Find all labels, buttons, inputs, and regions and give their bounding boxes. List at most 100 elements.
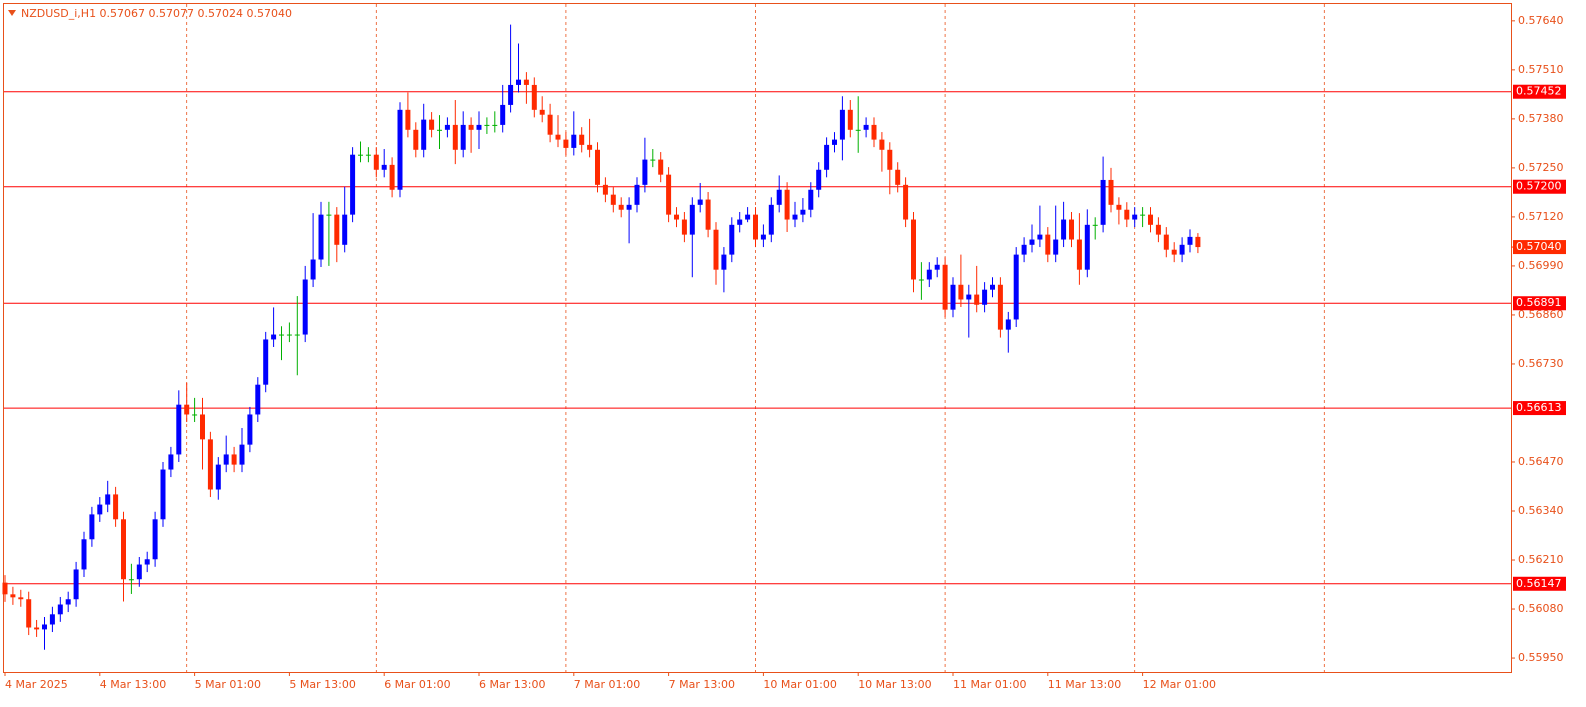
candle-body: [626, 204, 632, 210]
candle-body: [887, 149, 893, 170]
candle-body: [618, 204, 624, 210]
candle-body: [342, 214, 348, 245]
candle-body: [10, 594, 16, 598]
candle-body: [500, 104, 506, 125]
candle-body: [223, 454, 229, 465]
x-tick-label: 11 Mar 13:00: [1048, 678, 1121, 691]
candle-body: [705, 199, 711, 230]
candle-body: [713, 229, 719, 270]
candle-body: [871, 124, 877, 140]
candle-body: [816, 169, 822, 190]
candle-body: [737, 219, 743, 225]
x-tick-label: 7 Mar 13:00: [669, 678, 735, 691]
candle-body: [294, 334, 300, 336]
candle-body: [721, 254, 727, 270]
candle-body: [895, 169, 901, 185]
candle-body: [1155, 224, 1161, 235]
candle-body: [760, 234, 766, 240]
y-tick-label: 0.57120: [1518, 210, 1564, 223]
candle-body: [689, 204, 695, 235]
candle-body: [184, 404, 190, 415]
candle-body: [610, 194, 616, 205]
candle-body: [824, 144, 830, 170]
candle-body: [413, 129, 419, 150]
candle-body: [192, 414, 198, 416]
level-label: 0.57452: [1516, 85, 1562, 98]
candle-body: [800, 209, 806, 215]
candle-body: [516, 79, 521, 85]
candle-body: [89, 514, 95, 540]
candle-body: [587, 144, 593, 150]
candle-body: [1076, 239, 1082, 270]
level-label-box: [1513, 84, 1566, 99]
candle-body: [200, 414, 205, 440]
y-tick-label: 0.56990: [1518, 259, 1564, 272]
plot-frame: [3, 3, 1512, 673]
candle-body: [57, 604, 63, 615]
y-tick-label: 0.55950: [1518, 651, 1564, 664]
candle-body: [18, 597, 24, 600]
candle-body: [326, 214, 332, 216]
candle-body: [839, 109, 845, 140]
candle-body: [373, 154, 379, 170]
y-tick-label: 0.57510: [1518, 63, 1564, 76]
candle-body: [1100, 179, 1106, 225]
candle-body: [444, 124, 450, 130]
candle-body: [508, 84, 514, 105]
x-tick-label: 5 Mar 01:00: [195, 678, 261, 691]
candle-body: [729, 224, 735, 255]
candle-body: [334, 214, 340, 245]
candle-body: [113, 494, 119, 520]
candle-body: [160, 469, 166, 520]
candle-body: [571, 134, 577, 148]
candle-body: [1179, 244, 1185, 255]
x-tick-label: 5 Mar 13:00: [289, 678, 355, 691]
x-tick-label: 11 Mar 01:00: [953, 678, 1026, 691]
candle-body: [602, 184, 608, 195]
candle-body: [563, 139, 569, 148]
candle-body: [974, 294, 980, 305]
candle-body: [128, 579, 134, 581]
candle-body: [231, 454, 237, 465]
candle-body: [911, 219, 916, 280]
candle-body: [2, 582, 8, 595]
candle-body: [381, 164, 387, 170]
candle-body: [1021, 244, 1027, 255]
candle-body: [697, 199, 703, 205]
level-label-box: [1513, 401, 1566, 416]
candle-body: [405, 109, 411, 130]
candle-body: [1029, 239, 1035, 245]
level-label: 0.57200: [1516, 180, 1562, 193]
candle-body: [358, 154, 363, 156]
candle-body: [1187, 236, 1193, 245]
candle-body: [990, 284, 995, 290]
candle-body: [460, 124, 466, 150]
candle-body: [847, 109, 853, 130]
candle-body: [239, 444, 245, 465]
candle-body: [579, 134, 585, 145]
candle-body: [263, 339, 269, 385]
candle-body: [1163, 234, 1169, 250]
x-tick-label: 10 Mar 13:00: [858, 678, 931, 691]
candle-body: [350, 154, 356, 215]
y-tick-label: 0.56210: [1518, 553, 1564, 566]
level-label: 0.56613: [1516, 401, 1562, 414]
candle-body: [792, 214, 798, 220]
candle-body: [863, 124, 869, 130]
candle-body: [674, 214, 679, 220]
candle-body: [832, 139, 837, 145]
candle-body: [595, 149, 600, 185]
x-tick-label: 10 Mar 01:00: [763, 678, 836, 691]
symbol-menu-arrow[interactable]: [8, 10, 16, 16]
candle-body: [421, 119, 427, 150]
candle-body: [1053, 239, 1059, 255]
candle-body: [81, 539, 87, 570]
candle-body: [26, 599, 32, 628]
candle-body: [997, 284, 1003, 330]
candle-body: [547, 114, 553, 135]
candle-body: [365, 154, 371, 156]
candle-body: [950, 284, 956, 310]
candle-body: [855, 129, 861, 131]
x-tick-label: 7 Mar 01:00: [574, 678, 640, 691]
candle-body: [768, 204, 774, 235]
